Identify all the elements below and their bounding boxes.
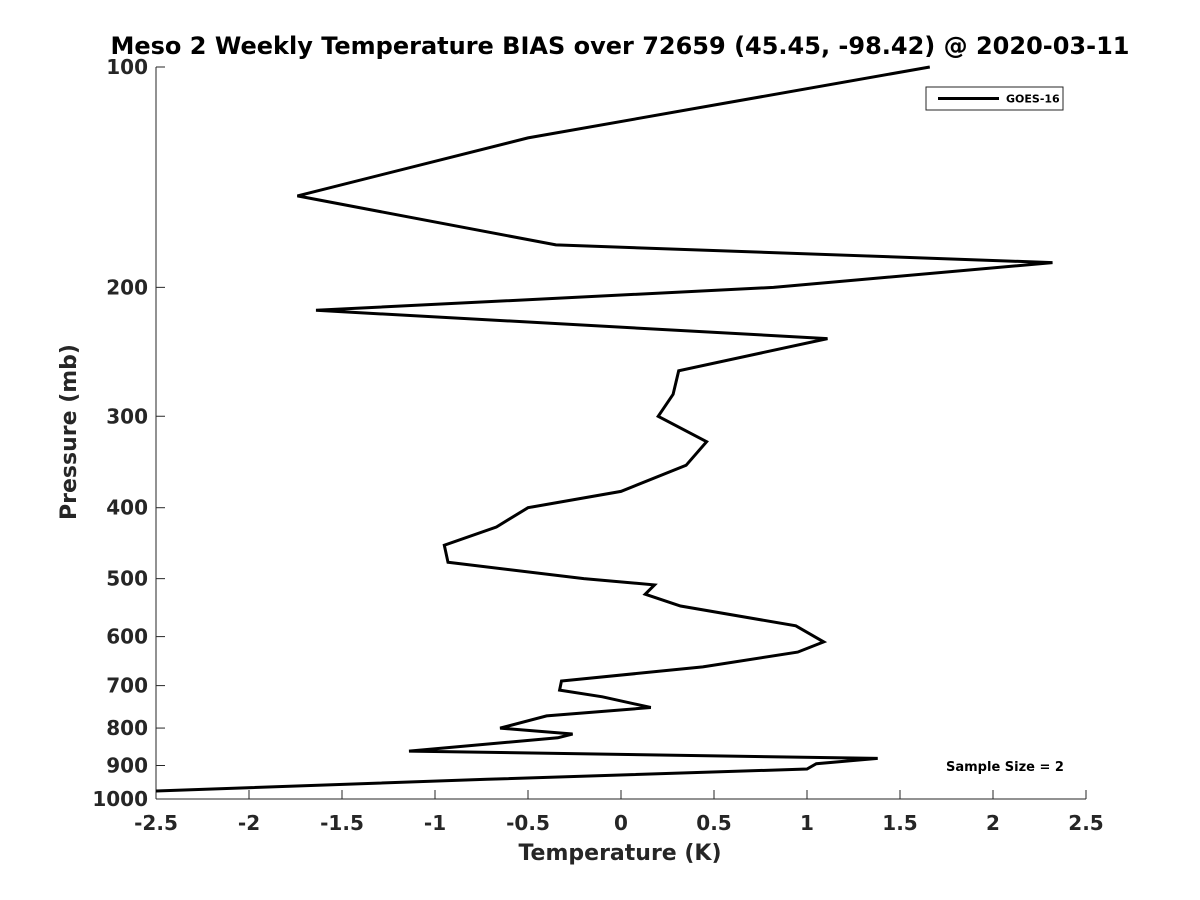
x-tick-label: 2 <box>986 811 1000 835</box>
y-tick-label: 400 <box>106 496 148 520</box>
y-tick-label: 1000 <box>92 787 148 811</box>
y-tick-label: 200 <box>106 275 148 299</box>
chart-legend: GOES-16 <box>925 86 1064 111</box>
x-tick-label: 0 <box>614 811 628 835</box>
x-axis-label: Temperature (K) <box>518 841 721 866</box>
chart-axes: -2.5 -2 -1.5 -1 -0.5 0 0.5 1 1.5 2 2.5 100 200 300 400… <box>92 55 1103 835</box>
x-tick-label: 1 <box>800 811 814 835</box>
legend-label-goes-16: GOES-16 <box>1006 93 1060 106</box>
chart-series <box>155 65 1053 793</box>
series-line-goes-16 <box>155 65 1053 793</box>
x-tick-label: 0.5 <box>696 811 731 835</box>
x-tick-label: -0.5 <box>506 811 550 835</box>
y-tick-label: 100 <box>106 55 148 79</box>
sample-size-annotation: Sample Size = 2 <box>946 760 1064 775</box>
x-tick-label: -2.5 <box>134 811 178 835</box>
y-tick-label: 600 <box>106 625 148 649</box>
x-tick-label: -1.5 <box>320 811 364 835</box>
x-tick-label: 1.5 <box>882 811 917 835</box>
chart-title: Meso 2 Weekly Temperature BIAS over 7265… <box>110 32 1129 60</box>
y-tick-label: 500 <box>106 567 148 591</box>
x-tick-label: -1 <box>424 811 446 835</box>
y-axis-label: Pressure (mb) <box>57 344 82 520</box>
y-tick-label: 300 <box>106 404 148 428</box>
y-tick-label: 900 <box>106 754 148 778</box>
x-tick-label: 2.5 <box>1068 811 1103 835</box>
y-tick-label: 700 <box>106 674 148 698</box>
y-tick-label: 800 <box>106 716 148 740</box>
x-tick-label: -2 <box>238 811 260 835</box>
